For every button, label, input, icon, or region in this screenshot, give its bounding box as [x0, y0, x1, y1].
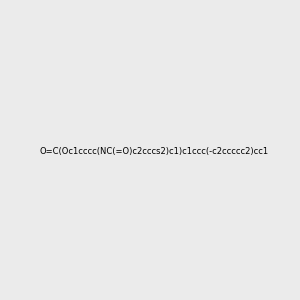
- Text: O=C(Oc1cccc(NC(=O)c2cccs2)c1)c1ccc(-c2ccccc2)cc1: O=C(Oc1cccc(NC(=O)c2cccs2)c1)c1ccc(-c2cc…: [39, 147, 268, 156]
